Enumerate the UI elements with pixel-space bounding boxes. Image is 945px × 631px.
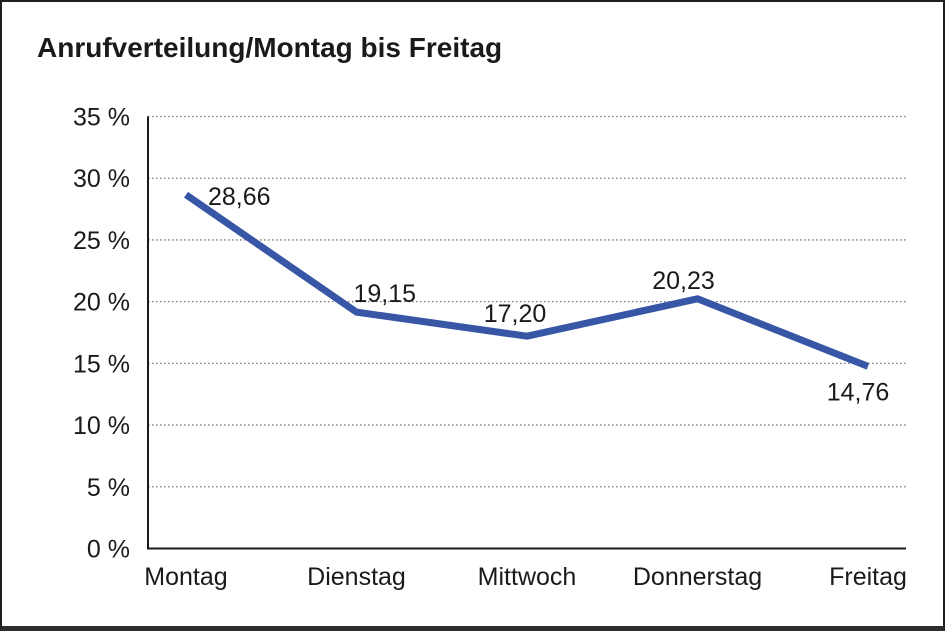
data-label: 20,23 [652,267,715,295]
y-tick-label: 35 % [73,104,130,132]
y-tick-label: 30 % [73,165,130,193]
data-label: 28,66 [208,183,271,211]
data-label: 19,15 [354,280,417,308]
chart-title: Anrufverteilung/Montag bis Freitag [37,32,503,63]
y-tick-label: 0 % [87,536,130,564]
x-axis-label: Montag [144,563,227,591]
x-axis-label: Freitag [829,563,907,591]
x-axis-label: Donnerstag [633,563,762,591]
data-label: 14,76 [827,378,890,406]
x-axis-label: Dienstag [307,563,406,591]
y-tick-label: 25 % [73,227,130,255]
x-axis-label: Mittwoch [478,563,577,591]
y-tick-label: 10 % [73,412,130,440]
y-tick-label: 5 % [87,474,130,502]
data-line [184,191,870,370]
y-tick-label: 20 % [73,289,130,317]
y-tick-label: 15 % [73,350,130,378]
data-label: 17,20 [484,300,547,328]
axis-line [147,116,906,550]
